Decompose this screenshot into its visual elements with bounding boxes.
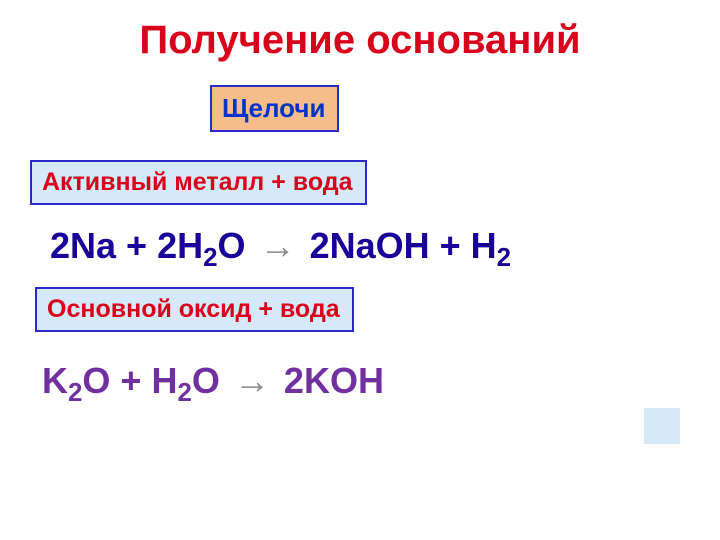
eq1-lhs-a-sub: 2 [203, 244, 217, 272]
eq2-p1: K [42, 360, 68, 401]
method1-box: Активный металл + вода [30, 160, 367, 205]
eq1-arrow: → [256, 225, 300, 266]
eq1-rhs-a-sub: 2 [497, 244, 511, 272]
eq2-rhs: 2KOH [284, 360, 384, 401]
method2-box: Основной оксид + вода [35, 287, 354, 332]
equation-2: K2O + H2O → 2KOH [42, 360, 720, 402]
eq2-p3: O [192, 360, 220, 401]
eq2-p2: O + H [82, 360, 177, 401]
eq2-p1-sub: 2 [68, 379, 82, 407]
equation-1: 2Na + 2H2O → 2NaOH + H2 [50, 225, 720, 267]
eq1-rhs-a: 2NaOH + H [310, 225, 497, 266]
decorative-square [644, 408, 680, 444]
eq1-lhs-b: O [218, 225, 246, 266]
eq1-lhs-a: 2Na + 2H [50, 225, 203, 266]
eq2-p2-sub: 2 [177, 379, 191, 407]
eq2-arrow: → [230, 360, 274, 401]
subcategory-box: Щелочи [210, 85, 339, 132]
slide-title: Получение оснований [0, 0, 720, 63]
